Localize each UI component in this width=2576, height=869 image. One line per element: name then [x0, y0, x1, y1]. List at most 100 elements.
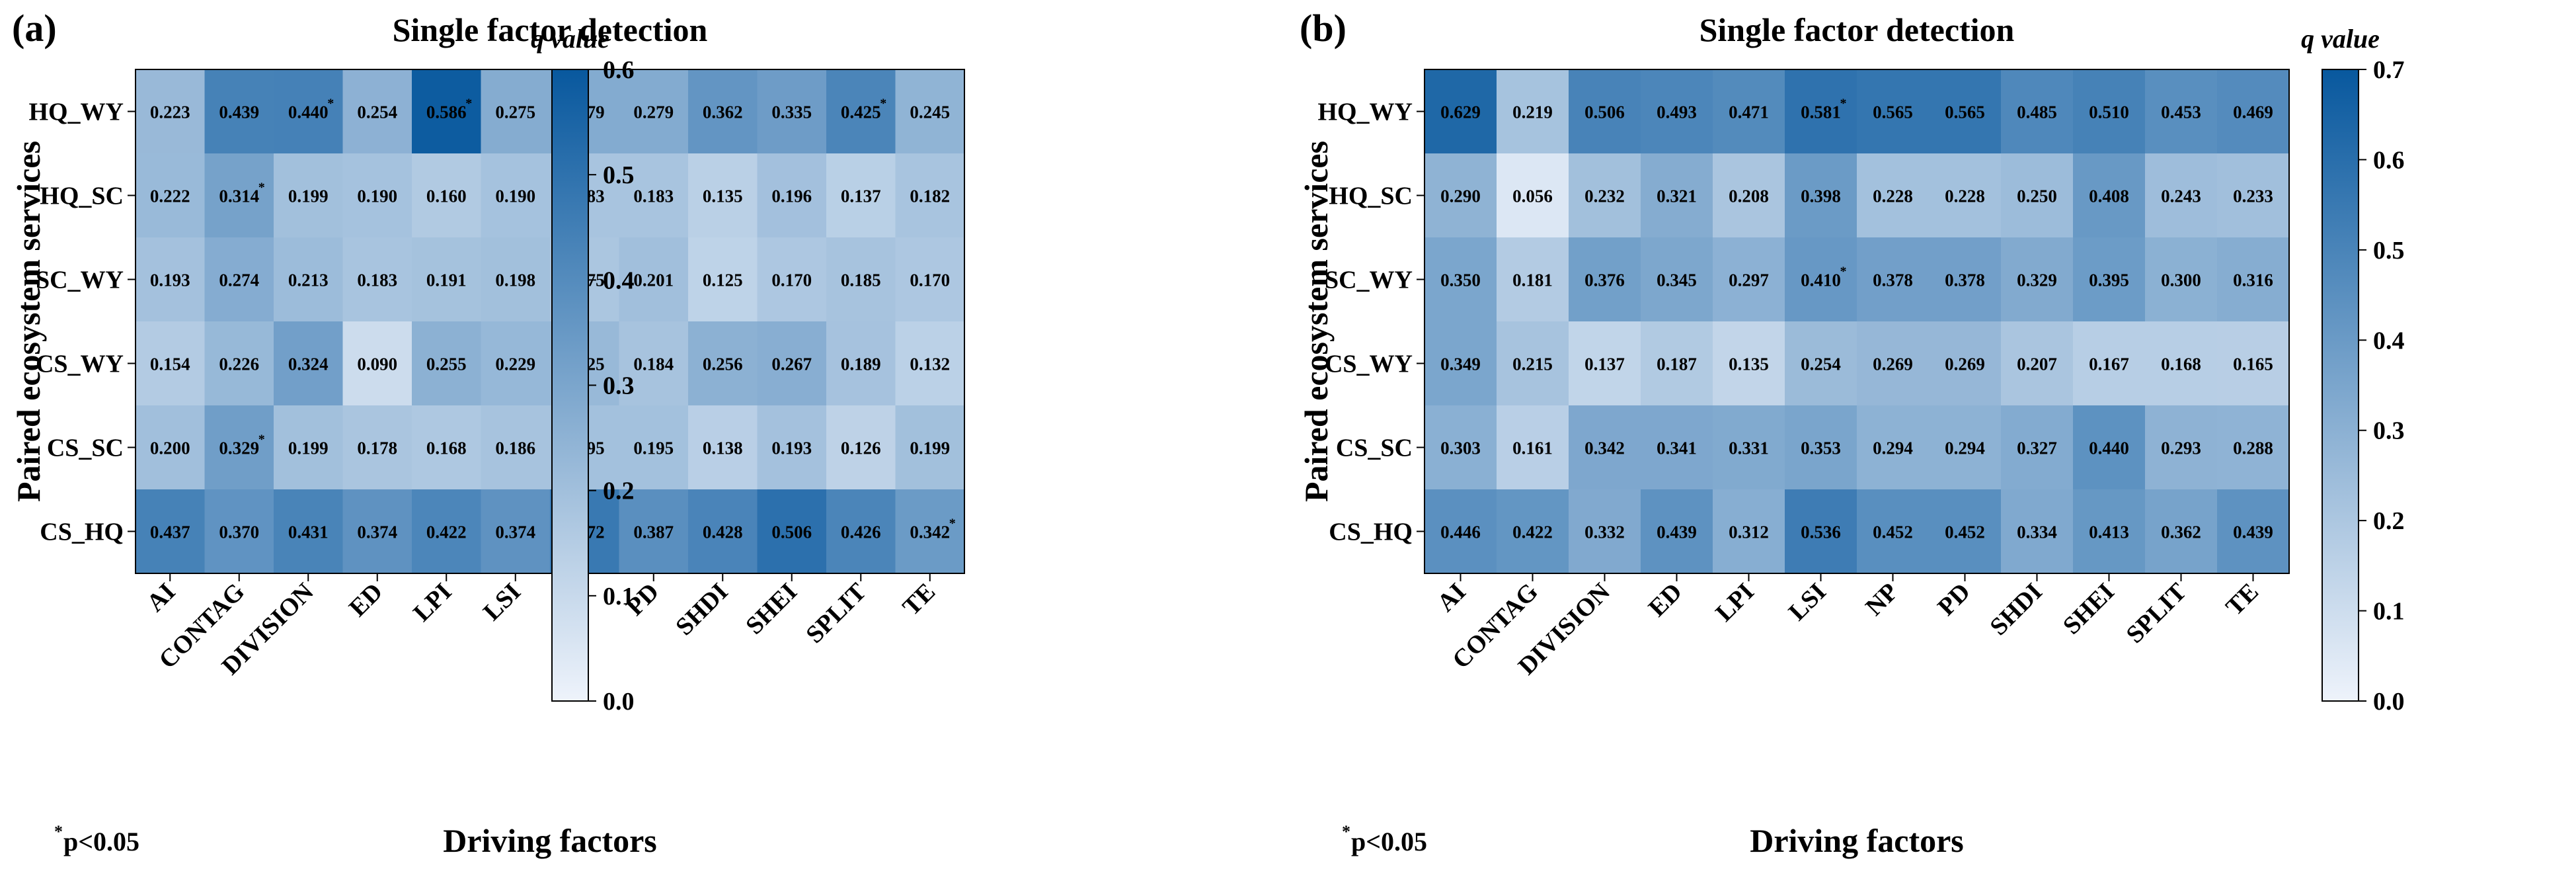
x-tick-label: ED — [344, 578, 388, 622]
heatmap-cell — [895, 321, 965, 406]
heatmap-frame — [135, 69, 965, 574]
heatmap-cell — [342, 237, 412, 322]
cell-value-label: 0.195 — [633, 438, 674, 458]
cell-value-label: 0.581 — [1801, 103, 1841, 122]
cell-value-label: 0.314 — [219, 186, 259, 206]
cell-value-label: 0.398 — [1801, 186, 1841, 206]
heatmap-cell — [1641, 321, 1713, 406]
cell-value-label: 0.228 — [1945, 186, 1985, 206]
cell-value-label: 0.274 — [219, 270, 259, 290]
heatmap-cell — [1713, 69, 1785, 154]
heatmap-cell — [412, 237, 481, 322]
cell-value-label: 0.334 — [2017, 522, 2057, 542]
heatmap-panel-a: (a) Single factor detection 0.223 0.439 0.44… — [10, 7, 965, 859]
chart-title: Single factor detection — [393, 11, 708, 48]
x-axis-title: Driving factors — [443, 822, 657, 859]
cell-value-label: 0.168 — [2161, 354, 2201, 374]
cell-value-label: 0.193 — [150, 270, 190, 290]
heatmap-cell — [1713, 405, 1785, 490]
cell-value-label: 0.229 — [495, 354, 535, 374]
cell-value-label: 0.135 — [703, 186, 743, 206]
cell-value-label: 0.425 — [841, 103, 881, 122]
cell-value-label: 0.387 — [633, 522, 674, 542]
cell-value-label: 0.189 — [841, 354, 881, 374]
heatmap-cell — [757, 405, 827, 490]
heatmap-cell — [895, 69, 965, 154]
x-tick-label: TE — [898, 578, 941, 622]
cell-value-label: 0.215 — [1512, 354, 1553, 374]
cell-value-label: 0.439 — [219, 103, 259, 122]
cell-value-label: 0.183 — [633, 186, 674, 206]
heatmap-cell — [1929, 405, 2002, 490]
cell-value-label: 0.321 — [1657, 186, 1697, 206]
colorbar-tick-label: 0.5 — [2373, 237, 2405, 265]
x-tick-label: AI — [1432, 578, 1471, 618]
heatmap-cell — [1713, 321, 1785, 406]
heatmap-cell — [136, 153, 205, 238]
significance-marker: * — [949, 517, 956, 531]
cell-value-label: 0.232 — [1584, 186, 1625, 206]
colorbar-title: q value — [2301, 24, 2380, 54]
y-tick-label: HQ_SC — [1329, 183, 1413, 210]
cell-value-label: 0.332 — [1584, 522, 1625, 542]
cell-value-label: 0.374 — [357, 522, 397, 542]
heatmap-cell — [1857, 405, 1930, 490]
y-tick-label: SC_WY — [36, 267, 124, 294]
x-tick-label: LPI — [408, 578, 457, 628]
heatmap-cell — [1425, 237, 1497, 322]
heatmap-cell — [2145, 321, 2218, 406]
x-tick-label: ED — [1643, 578, 1688, 622]
cell-value-label: 0.198 — [495, 270, 535, 290]
cell-value-label: 0.453 — [2161, 103, 2201, 122]
cell-value-label: 0.290 — [1440, 186, 1481, 206]
cell-value-label: 0.170 — [771, 270, 812, 290]
panel-label: (b) — [1300, 7, 1347, 50]
heatmap-cell — [342, 489, 412, 574]
colorbar-tick-label: 0.5 — [603, 161, 635, 189]
cell-value-label: 0.294 — [1945, 438, 1985, 458]
colorbar-tick-label: 0.0 — [2373, 688, 2405, 716]
cell-value-label: 0.506 — [1584, 103, 1625, 122]
cell-value-label: 0.183 — [357, 270, 397, 290]
heatmap-cell — [688, 69, 758, 154]
cell-value-label: 0.410 — [1801, 270, 1841, 290]
cell-value-label: 0.223 — [150, 103, 190, 122]
heatmap-cell — [1497, 69, 1569, 154]
x-tick-label: SPLIT — [2121, 578, 2192, 649]
heatmap-cell — [1425, 153, 1497, 238]
cell-value-label: 0.293 — [2161, 438, 2201, 458]
heatmap-cell — [1785, 321, 1857, 406]
heatmap-cell — [895, 405, 965, 490]
heatmap-cell — [481, 153, 551, 238]
heatmap-cell — [1929, 237, 2002, 322]
x-tick-label: SHEI — [740, 578, 802, 640]
cell-value-label: 0.586 — [426, 103, 467, 122]
heatmap-cell — [1641, 69, 1713, 154]
heatmap-cell — [2145, 69, 2218, 154]
cell-value-label: 0.254 — [357, 103, 397, 122]
heatmap-cell — [1569, 69, 1641, 154]
cell-value-label: 0.245 — [910, 103, 950, 122]
heatmap-cell — [2073, 405, 2146, 490]
footnote-text: p<0.05 — [1351, 827, 1427, 856]
footnote-marker: * — [1342, 822, 1350, 841]
heatmap-cell — [1713, 237, 1785, 322]
cell-value-label: 0.184 — [633, 354, 674, 374]
cell-value-label: 0.376 — [1584, 270, 1625, 290]
heatmap-cell — [136, 321, 205, 406]
significance-marker: * — [327, 97, 334, 111]
cell-value-label: 0.327 — [2017, 438, 2057, 458]
chart-title: Single factor detection — [1699, 11, 2015, 48]
x-tick-label: AI — [141, 578, 181, 618]
cell-value-label: 0.452 — [1873, 522, 1913, 542]
cell-value-label: 0.288 — [2233, 438, 2273, 458]
heatmap-cell — [688, 321, 758, 406]
cell-value-label: 0.374 — [495, 522, 535, 542]
heatmap-cell — [342, 321, 412, 406]
cell-value-label: 0.378 — [1873, 270, 1913, 290]
heatmap-cell — [412, 405, 481, 490]
heatmap-cell — [481, 321, 551, 406]
cell-value-label: 0.329 — [2017, 270, 2057, 290]
x-tick-label: LSI — [1783, 578, 1832, 626]
cell-value-label: 0.243 — [2161, 186, 2201, 206]
